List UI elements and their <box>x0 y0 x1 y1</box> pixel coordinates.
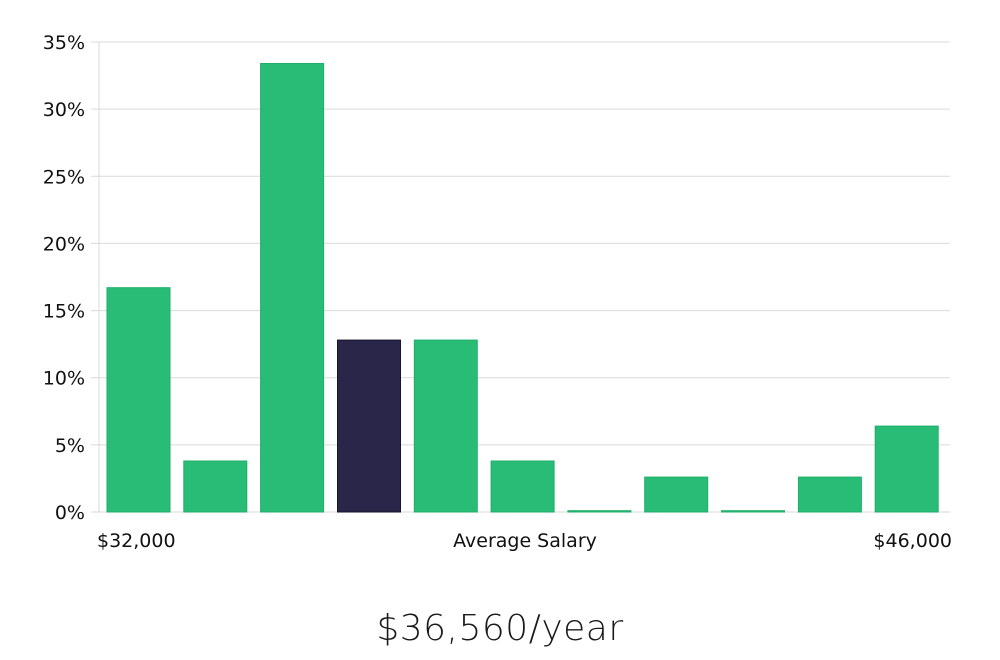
y-tick-label: 25% <box>43 166 85 188</box>
bar <box>413 339 478 513</box>
y-tick-label: 35% <box>43 32 85 54</box>
gridlines <box>91 41 950 513</box>
bar-highlighted <box>337 339 401 513</box>
y-tick-label: 0% <box>55 502 85 524</box>
bar <box>183 460 248 513</box>
y-tick-label: 20% <box>43 233 85 255</box>
bar <box>567 510 632 513</box>
bar <box>260 63 325 513</box>
y-tick-label: 10% <box>43 368 85 390</box>
salary-histogram: 0% 5% 10% 15% 20% 25% 30% 35% $32,000 Average S… <box>43 32 952 552</box>
x-axis-label: Average Salary <box>453 530 597 552</box>
bar <box>797 476 862 513</box>
bars <box>106 63 939 513</box>
x-min-label: $32,000 <box>97 530 176 552</box>
y-tick-label: 30% <box>43 99 85 121</box>
bar <box>644 476 709 513</box>
y-axis-ticks: 0% 5% 10% 15% 20% 25% 30% 35% <box>43 32 85 524</box>
y-tick-label: 15% <box>43 301 85 323</box>
bar <box>721 510 785 513</box>
average-salary-value: $36,560/year <box>376 608 624 649</box>
bar <box>490 460 555 513</box>
bar <box>106 287 171 513</box>
y-tick-label: 5% <box>55 435 85 457</box>
x-max-label: $46,000 <box>873 530 952 552</box>
bar <box>874 425 939 513</box>
